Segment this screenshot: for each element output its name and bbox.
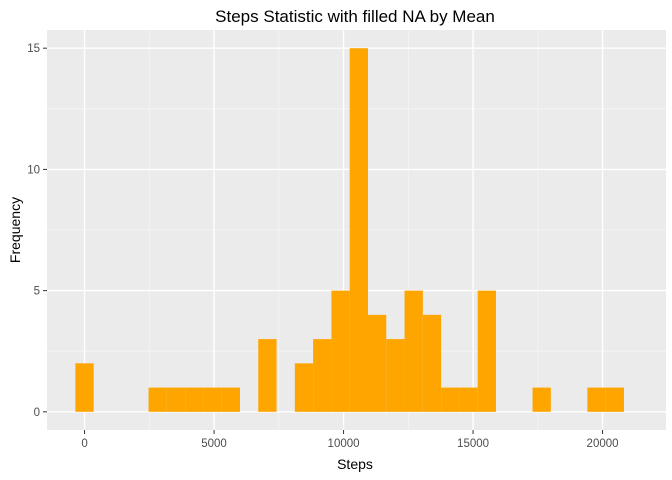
histogram-bar — [386, 339, 405, 412]
y-tick-label: 5 — [34, 286, 40, 298]
axis-ticks — [43, 47, 604, 434]
histogram-bar — [349, 48, 368, 412]
histogram-bar — [221, 387, 240, 412]
histogram-bar — [331, 290, 350, 412]
x-axis-tick-labels: 0 5000 10000 15000 20000 — [81, 438, 618, 450]
histogram-bar — [313, 339, 332, 412]
histogram-bar — [459, 387, 478, 412]
x-tick-label: 0 — [81, 438, 87, 450]
histogram-bar — [441, 387, 460, 412]
histogram-bar — [605, 387, 624, 412]
histogram-bar — [477, 290, 496, 412]
y-tick-label: 0 — [34, 407, 40, 419]
histogram-bar — [185, 387, 204, 412]
chart-title: Steps Statistic with filled NA by Mean — [215, 7, 495, 26]
histogram-bar — [203, 387, 222, 412]
x-axis-label: Steps — [337, 456, 373, 472]
histogram-bar — [75, 363, 94, 412]
y-tick-label: 10 — [27, 164, 40, 176]
histogram-bar — [404, 290, 423, 412]
histogram-bar — [294, 363, 314, 412]
histogram-bar — [166, 387, 186, 412]
x-tick-label: 20000 — [587, 438, 619, 450]
histogram-bar — [148, 387, 167, 412]
x-tick-label: 15000 — [457, 438, 489, 450]
histogram-bar — [587, 387, 606, 412]
histogram-bar — [258, 339, 277, 412]
histogram-bar — [367, 314, 387, 412]
histogram-bar — [532, 387, 551, 412]
y-axis-tick-labels: 0 5 10 15 — [27, 43, 40, 419]
y-axis-label: Frequency — [7, 197, 23, 263]
x-tick-label: 10000 — [328, 438, 360, 450]
x-tick-label: 5000 — [201, 438, 227, 450]
y-tick-label: 15 — [27, 43, 40, 55]
histogram-bar — [422, 314, 442, 412]
histogram-bars — [75, 48, 624, 412]
